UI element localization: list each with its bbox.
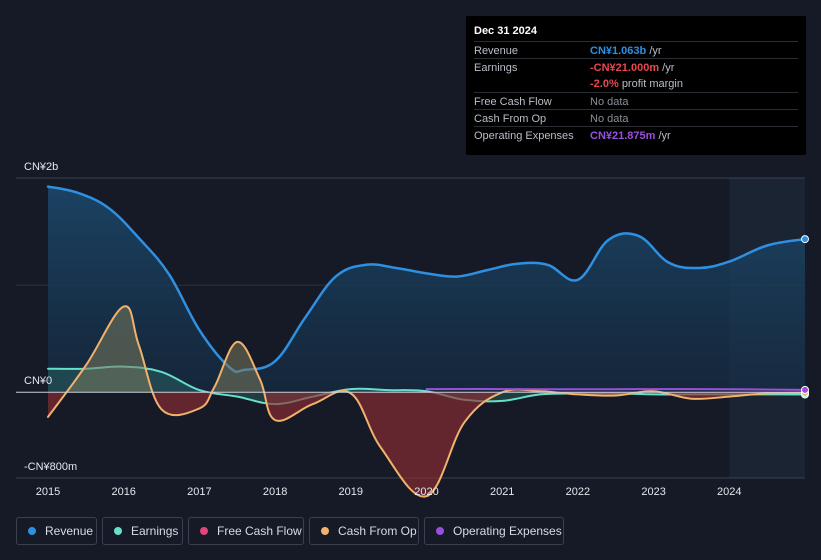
- y-label-top: CN¥2b: [24, 161, 58, 173]
- tooltip-label: Free Cash Flow: [474, 96, 552, 108]
- x-tick-label: 2017: [187, 486, 211, 498]
- legend-dot: [436, 527, 444, 535]
- tooltip-value: -CN¥21.000m /yr: [590, 62, 675, 74]
- legend-cash-from-op[interactable]: Cash From Op: [309, 517, 419, 545]
- tooltip-value: -2.0% profit margin: [590, 78, 683, 90]
- revenue-area: [48, 186, 805, 393]
- cash-from-op-line: [47, 305, 806, 498]
- tooltip-row-revenue: Revenue CN¥1.063b /yr: [474, 41, 798, 59]
- tooltip-row-cfo: Cash From Op No data: [474, 109, 798, 127]
- tooltip-label: Operating Expenses: [474, 130, 574, 142]
- x-tick-label: 2024: [717, 486, 741, 498]
- legend-operating-expenses[interactable]: Operating Expenses: [424, 517, 564, 545]
- legend-free-cash-flow[interactable]: Free Cash Flow: [188, 517, 304, 545]
- legend-dot: [28, 527, 36, 535]
- tooltip-value: CN¥21.875m /yr: [590, 130, 671, 142]
- tooltip-date: Dec 31 2024: [474, 25, 537, 37]
- cash-from-op-area-positive: [66, 306, 663, 393]
- legend-revenue[interactable]: Revenue: [16, 517, 97, 545]
- legend-label: Operating Expenses: [453, 524, 562, 538]
- legend-dot: [114, 527, 122, 535]
- tooltip-label: Cash From Op: [474, 113, 547, 125]
- tooltip-value: No data: [590, 96, 629, 108]
- operating-expenses-line: [425, 388, 806, 391]
- legend-label: Revenue: [45, 524, 94, 538]
- tooltip-label: Revenue: [474, 45, 519, 57]
- legend-label: Earnings: [131, 524, 179, 538]
- tooltip-row-earnings: Earnings -CN¥21.000m /yr: [474, 58, 798, 76]
- earnings-area: [48, 366, 805, 405]
- x-tick-label: 2018: [263, 486, 287, 498]
- y-label-zero: CN¥0: [24, 375, 52, 387]
- tooltip-row-opex: Operating Expenses CN¥21.875m /yr: [474, 126, 798, 144]
- tooltip-row-fcf: Free Cash Flow No data: [474, 92, 798, 110]
- revenue-end-dot: [801, 235, 809, 244]
- y-label-bottom: -CN¥800m: [24, 461, 77, 473]
- legend-label: Cash From Op: [338, 524, 417, 538]
- operating-expenses-end-dot: [801, 385, 809, 394]
- tooltip-value: CN¥1.063b /yr: [590, 45, 662, 57]
- x-tick-label: 2023: [641, 486, 665, 498]
- revenue-line: [46, 185, 807, 374]
- x-tick-label: 2015: [36, 486, 60, 498]
- tooltip: Dec 31 2024 Revenue CN¥1.063b /yr Earnin…: [466, 16, 806, 155]
- x-tick-label: 2021: [490, 486, 514, 498]
- tooltip-row-margin: -2.0% profit margin: [474, 75, 798, 92]
- cash-from-op-area-negative: [48, 392, 805, 497]
- x-tick-label: 2022: [566, 486, 590, 498]
- legend-dot: [321, 527, 329, 535]
- tooltip-value: No data: [590, 113, 629, 125]
- x-tick-label: 2020: [414, 486, 438, 498]
- tooltip-label: Earnings: [474, 62, 518, 74]
- x-tick-label: 2016: [111, 486, 135, 498]
- legend-earnings[interactable]: Earnings: [102, 517, 183, 545]
- legend-label: Free Cash Flow: [217, 524, 302, 538]
- legend-dot: [200, 527, 208, 535]
- x-tick-label: 2019: [339, 486, 363, 498]
